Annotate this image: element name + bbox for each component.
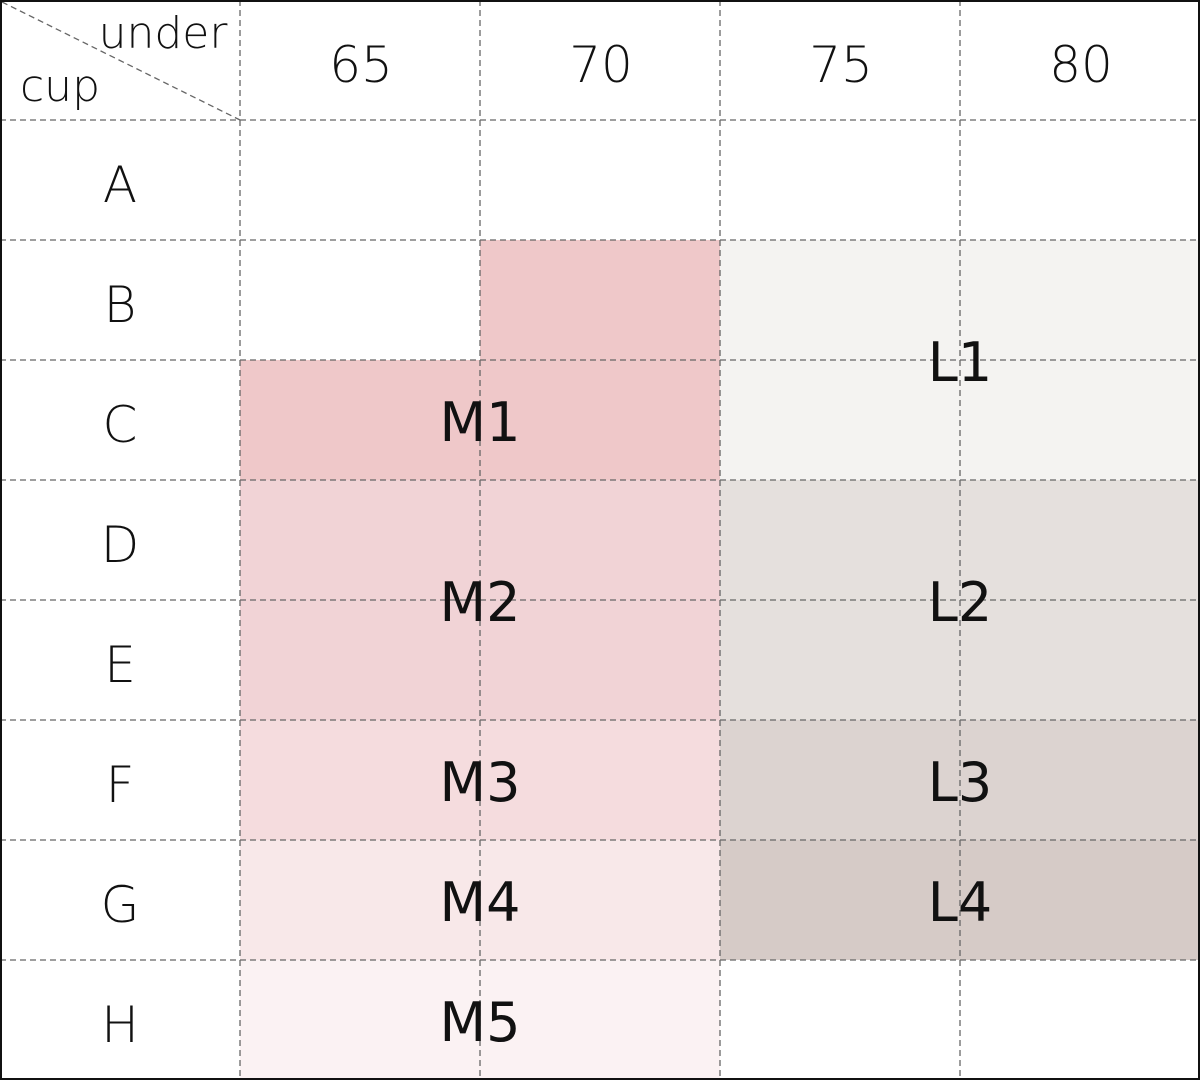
- zone-fill-m1-1: [480, 240, 720, 360]
- zone-label-l3: L3: [928, 751, 992, 814]
- corner-label-cup: cup: [20, 61, 100, 112]
- zone-label-m3: M3: [440, 751, 521, 814]
- cup-label-h: H: [101, 996, 139, 1054]
- cup-label-b: B: [104, 276, 137, 334]
- labels: under cup 65 70 75 80 A B C D E F G H M1…: [20, 8, 1113, 1054]
- cup-label-a: A: [103, 156, 137, 214]
- cup-label-e: E: [104, 636, 136, 694]
- zone-label-m1: M1: [440, 391, 521, 454]
- cup-label-f: F: [106, 756, 135, 814]
- zone-label-l2: L2: [928, 571, 992, 634]
- zone-label-m5: M5: [440, 991, 521, 1054]
- band-header-65: 65: [329, 36, 393, 94]
- zone-label-m4: M4: [440, 871, 521, 934]
- corner-diagonal: [1, 1, 241, 121]
- band-header-70: 70: [569, 36, 633, 94]
- corner-label-under: under: [99, 8, 229, 59]
- zone-label-l1: L1: [928, 331, 992, 394]
- cup-label-g: G: [101, 876, 140, 934]
- cup-label-c: C: [103, 396, 138, 454]
- band-header-75: 75: [809, 36, 873, 94]
- zone-label-l4: L4: [928, 871, 992, 934]
- cup-label-d: D: [101, 516, 140, 574]
- band-header-80: 80: [1049, 36, 1113, 94]
- zone-label-m2: M2: [440, 571, 521, 634]
